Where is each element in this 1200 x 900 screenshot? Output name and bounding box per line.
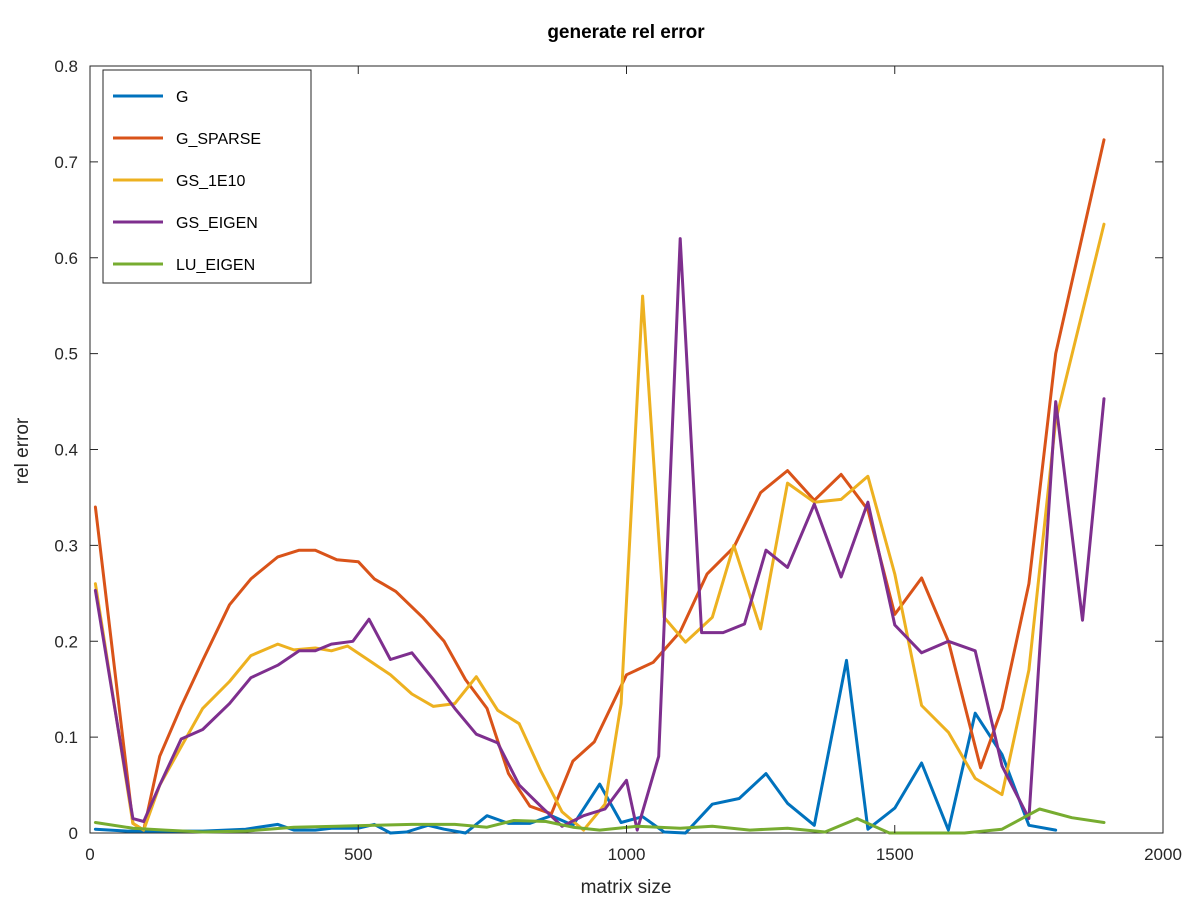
x-tick-label: 1500	[876, 845, 914, 864]
y-tick-label: 0.1	[54, 728, 78, 747]
series-layer	[93, 138, 1106, 835]
series-line-g-sparse	[93, 138, 1106, 832]
x-tick-label: 2000	[1144, 845, 1182, 864]
y-axis-label: rel error	[12, 417, 33, 484]
legend-label-lu-eigen: LU_EIGEN	[176, 257, 255, 274]
series-line-gs-eigen	[93, 237, 1106, 832]
legend-label-g: G	[176, 89, 188, 106]
legend-box	[102, 69, 312, 284]
x-axis-label: matrix size	[581, 877, 672, 898]
y-tick-label: 0.7	[54, 153, 78, 172]
y-tick-label: 0.8	[54, 57, 78, 76]
x-tick-label: 500	[344, 845, 372, 864]
y-tick-label: 0.4	[54, 441, 78, 460]
ticks-layer: 0 500 1000 1500 2000 0 0.1 0.2 0.3 0.4 0.5 0.6 0.7 0.…	[54, 57, 1182, 864]
x-tick-label: 0	[85, 845, 94, 864]
y-tick-label: 0.2	[54, 632, 78, 651]
y-tick-label: 0.6	[54, 249, 78, 268]
legend-label-gs-1e10: GS_1E10	[176, 173, 245, 190]
y-tick-label: 0.5	[54, 345, 78, 364]
y-tick-label: 0	[69, 824, 78, 843]
legend: G G_SPARSE GS_1E10 GS_EIGEN LU_EIGEN	[102, 69, 312, 284]
series-line-lu-eigen	[93, 807, 1106, 835]
series-line-g	[93, 658, 1058, 835]
chart-title: generate rel error	[547, 22, 705, 43]
legend-label-gs-eigen: GS_EIGEN	[176, 215, 258, 232]
legend-label-g-sparse: G_SPARSE	[176, 131, 261, 148]
series-line-gs-1e10	[93, 222, 1106, 832]
x-tick-label: 1000	[608, 845, 646, 864]
y-tick-label: 0.3	[54, 536, 78, 555]
